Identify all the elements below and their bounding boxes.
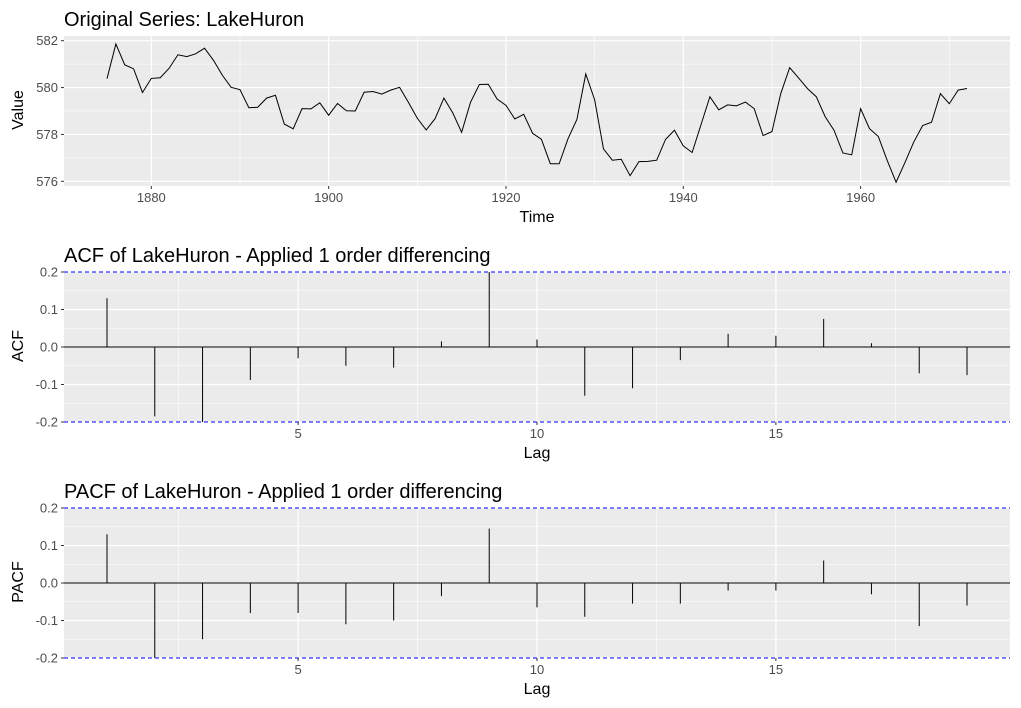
x-tick-label: 1900 [314,190,343,205]
y-tick-label: 0.1 [40,302,58,317]
acf-plot-x-label: Lag [524,445,551,462]
x-tick-label: 10 [530,426,544,441]
acf-plot: ACF of LakeHuron - Applied 1 order diffe… [10,245,1010,462]
x-tick-label: 5 [294,662,301,677]
acf-plot-title: ACF of LakeHuron - Applied 1 order diffe… [64,245,491,267]
y-tick-label: 0.0 [40,576,58,591]
pacf-plot-title: PACF of LakeHuron - Applied 1 order diff… [64,481,502,503]
x-tick-label: 5 [294,426,301,441]
series-line [106,42,968,184]
y-tick-label: 0.1 [40,538,58,553]
series-plot-y-label: Value [10,90,27,130]
pacf-plot-y-label: PACF [10,561,27,603]
y-tick-label: 0.2 [40,265,58,280]
y-tick-label: 578 [36,127,58,142]
series-plot: Original Series: LakeHuron 1880 1900 1920 1… [10,9,1010,226]
acf-plot-y-ticks: -0.2 -0.1 0.0 0.1 0.2 [36,265,64,430]
series-plot-x-ticks: 1880 1900 1920 1940 1960 [137,186,875,205]
x-tick-label: 1920 [492,190,521,205]
y-tick-label: -0.1 [36,377,58,392]
y-tick-label: -0.2 [36,651,58,666]
x-tick-label: 1940 [669,190,698,205]
pacf-plot-x-ticks: 5 10 15 [294,658,783,677]
x-tick-label: 1960 [846,190,875,205]
acf-plot-y-label: ACF [10,330,27,362]
y-tick-label: 576 [36,174,58,189]
x-tick-label: 15 [769,426,783,441]
x-tick-label: 1880 [137,190,166,205]
series-plot-title: Original Series: LakeHuron [64,9,304,31]
pacf-plot-y-ticks: -0.2 -0.1 0.0 0.1 0.2 [36,501,64,666]
y-tick-label: -0.1 [36,613,58,628]
series-plot-y-ticks: 576 578 580 582 [36,33,64,189]
y-tick-label: 0.0 [40,340,58,355]
y-tick-label: 0.2 [40,501,58,516]
pacf-plot: PACF of LakeHuron - Applied 1 order diff… [10,481,1010,698]
series-plot-x-label: Time [520,209,555,226]
x-tick-label: 15 [769,662,783,677]
pacf-plot-x-label: Lag [524,681,551,698]
y-tick-label: 582 [36,33,58,48]
x-tick-label: 10 [530,662,544,677]
acf-plot-x-ticks: 5 10 15 [294,422,783,441]
series-plot-grid [64,36,1010,186]
y-tick-label: -0.2 [36,415,58,430]
y-tick-label: 580 [36,80,58,95]
